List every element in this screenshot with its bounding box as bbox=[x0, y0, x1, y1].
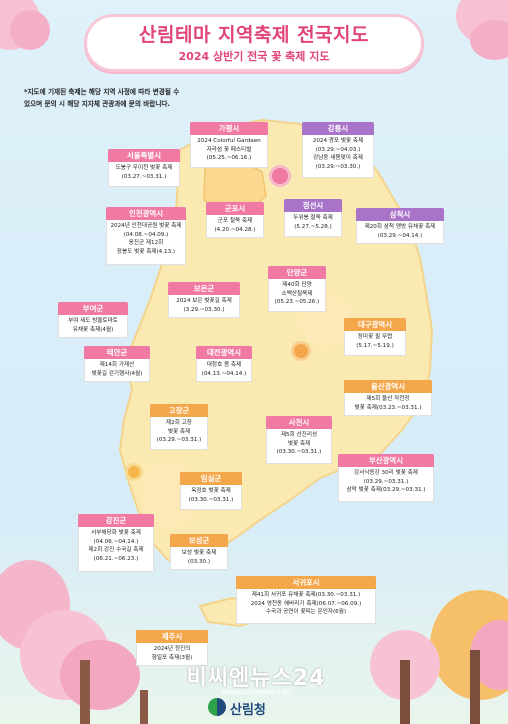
region-name: 서울특별시 bbox=[108, 149, 180, 162]
region-name: 삼척시 bbox=[356, 208, 444, 221]
region-name: 울산광역시 bbox=[344, 380, 432, 393]
region-name: 사천시 bbox=[266, 416, 332, 429]
region-name: 가평시 bbox=[190, 122, 268, 135]
region-card-daejeon: 대전광역시 대청호 봄 축제 (04.13.~04.14.) bbox=[196, 346, 252, 382]
region-card-jeju: 제주시 2024년 정진의 향일포 축제(3월) bbox=[136, 630, 208, 666]
region-card-ulsan: 울산광역시 제5회 울산 작천정 벚꽃 축제(03.23.~03.31.) bbox=[344, 380, 432, 416]
flower-icon bbox=[272, 168, 288, 184]
region-name: 군포시 bbox=[206, 202, 264, 215]
brand-url: www.bcnnews24.kr bbox=[222, 688, 290, 696]
page-subtitle: 2024 상반기 전국 꽃 축제 지도 bbox=[178, 50, 330, 63]
region-card-buyeo: 부여군 부여 세도 방울토마토 유채꽃 축제(4월) bbox=[58, 302, 128, 338]
region-card-taean: 태안군 제14회 가재산 벚꽃길 걷기행사(4월) bbox=[84, 346, 150, 382]
region-name: 인천광역시 bbox=[106, 207, 186, 220]
region-card-incheon: 인천광역시 2024년 인천대공원 벚꽃 축제 (04.08.~04.09.) … bbox=[106, 207, 186, 265]
notice-line-1: *지도에 기재된 축제는 해당 지역 사정에 따라 변경될 수 bbox=[24, 88, 180, 96]
page-title: 산림테마 지역축제 전국지도 bbox=[139, 24, 369, 46]
brand-watermark: 비씨엔뉴스24 bbox=[186, 666, 326, 691]
region-name: 태안군 bbox=[84, 346, 150, 359]
notice-text: *지도에 기재된 축제는 해당 지역 사정에 따라 변경될 수 있으며 문의 시… bbox=[24, 86, 324, 110]
forest-service-logo-icon bbox=[208, 698, 226, 716]
region-card-samcheok: 삼척시 제20회 삼척 맹방 유채꽃 축제 (03.29.~04.14.) bbox=[356, 208, 444, 244]
region-name: 보성군 bbox=[170, 534, 228, 547]
region-card-daegu: 대구광역시 장미꽃 필 무렵 (5.17.~5.19.) bbox=[344, 318, 406, 356]
region-card-imsil: 임실군 옥정호 벚꽃 축제 (03.30.~03.31.) bbox=[180, 472, 242, 510]
region-card-danyang: 단양군 제40회 단양 소백산철쭉제 (05.23.~05.26.) bbox=[268, 266, 326, 312]
region-card-gangjin: 강진군 서부해당화 벚꽃 축제 (04.06.~04.14.) 제2회 강진 수… bbox=[78, 514, 154, 572]
region-card-sacheon: 사천시 제5회 선진리성 벚꽃 축제 (03.30.~03.31.) bbox=[266, 416, 332, 464]
region-card-gunpo: 군포시 군포 철쭉 축제 (4.20.~04.28.) bbox=[206, 202, 264, 238]
agency-name: 산림청 bbox=[230, 703, 266, 718]
notice-line-2: 있으며 문의 시 해당 지자체 관광과에 문의 바랍니다. bbox=[24, 100, 170, 108]
region-card-busan: 부산광역시 강서낙동강 30리 벚꽃 축제 (03.29.~03.31.) 삼락… bbox=[338, 454, 434, 502]
region-card-gapyeong: 가평시 2024 Colorful Gardaen 자라섬 꽃 페스티벌 (05… bbox=[190, 122, 268, 168]
region-name: 강진군 bbox=[78, 514, 154, 527]
region-name: 대구광역시 bbox=[344, 318, 406, 331]
region-card-seogwipo: 서귀포시 제41회 서귀포 유채꽃 축제(03.30.~03.31.) 2024… bbox=[236, 576, 376, 624]
region-name: 부여군 bbox=[58, 302, 128, 315]
region-name: 임실군 bbox=[180, 472, 242, 485]
title-banner bbox=[84, 14, 424, 72]
region-name: 대전광역시 bbox=[196, 346, 252, 359]
region-card-boeun: 보은군 2024 보은 벚꽃길 축제 (3.29.~03.30.) bbox=[168, 282, 240, 318]
region-name: 부산광역시 bbox=[338, 454, 434, 467]
region-name: 정선시 bbox=[284, 199, 342, 212]
region-name: 보은군 bbox=[168, 282, 240, 295]
flower-icon bbox=[128, 466, 140, 478]
region-card-boseong: 보성군 보성 벚꽃 축제 (03.30.) bbox=[170, 534, 228, 570]
region-card-jeongseon: 정선시 두위봉 철쭉 축제 (5.27.~5.28.) bbox=[284, 199, 342, 237]
flower-icon bbox=[294, 344, 308, 358]
region-card-seoul: 서울특별시 도봉구 우이천 벚꽃 축제 (03.27.~03.31.) bbox=[108, 149, 180, 187]
region-card-gangneung: 강릉시 2024 경포 벚꽃 축제 (03.29.~04.03.) 강남동 새봄… bbox=[302, 122, 374, 178]
region-name: 서귀포시 bbox=[236, 576, 376, 589]
region-name: 단양군 bbox=[268, 266, 326, 279]
region-name: 강릉시 bbox=[302, 122, 374, 135]
region-name: 고창군 bbox=[150, 404, 208, 417]
region-name: 제주시 bbox=[136, 630, 208, 643]
region-card-gochang: 고창군 제2회 고창 벚꽃 축제 (03.29.~03.31.) bbox=[150, 404, 208, 450]
